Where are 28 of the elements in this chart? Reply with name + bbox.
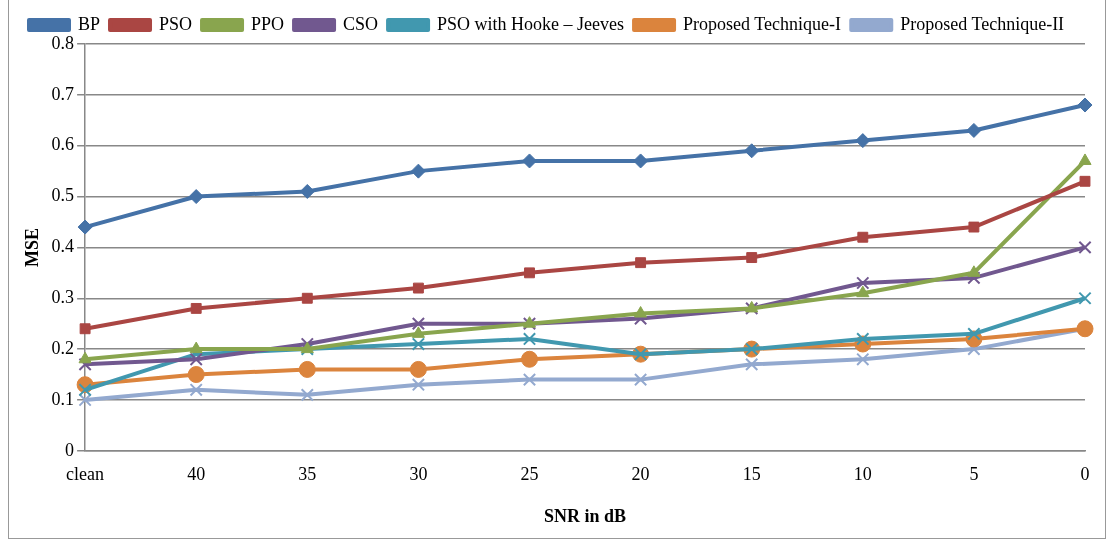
y-tick-label: 0.3 — [51, 286, 75, 307]
legend-label: PPO — [251, 13, 285, 34]
y-tick-label: 0.6 — [51, 134, 75, 155]
legend-label: Proposed Technique-II — [900, 13, 1065, 34]
x-tick-label: 25 — [520, 464, 539, 485]
y-tick-label: 0 — [65, 439, 75, 460]
legend-label: BP — [78, 13, 101, 34]
y-tick-label: 0.2 — [51, 337, 75, 358]
y-tick-label: 0.1 — [51, 388, 75, 409]
x-tick-label: 40 — [187, 464, 206, 485]
x-tick-label: 20 — [631, 464, 650, 485]
legend-label: PSO with Hooke – Jeeves — [437, 13, 625, 34]
y-tick-label: 0.4 — [51, 236, 75, 257]
x-tick-label: 15 — [742, 464, 761, 485]
y-tick-label: 0.7 — [51, 83, 75, 104]
legend-label: Proposed Technique-I — [683, 13, 841, 34]
legend-label: PSO — [159, 13, 193, 34]
x-tick-label: 35 — [298, 464, 317, 485]
x-tick-label: 0 — [1080, 464, 1090, 485]
x-tick-label: 5 — [969, 464, 979, 485]
x-tick-label: 30 — [409, 464, 428, 485]
x-axis-title: SNR in dB — [544, 505, 627, 526]
y-axis-title: MSE — [22, 227, 43, 267]
x-tick-label: clean — [66, 464, 105, 485]
legend-label: CSO — [343, 13, 379, 34]
y-tick-label: 0.5 — [51, 185, 75, 206]
x-tick-label: 10 — [853, 464, 872, 485]
y-tick-label: 0.8 — [51, 32, 75, 53]
